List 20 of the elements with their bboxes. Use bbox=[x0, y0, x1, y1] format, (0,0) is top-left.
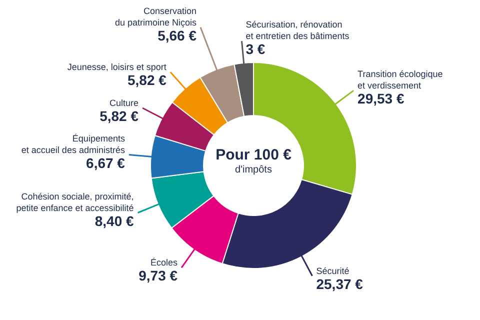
slice-label: Cohésion sociale, proximité, petite enfance et accessibilité bbox=[16, 191, 134, 213]
data-label: 8,40 € bbox=[94, 212, 134, 229]
data-label: 29,53 € bbox=[358, 90, 404, 107]
data-label: 6,67 € bbox=[86, 154, 126, 171]
slice-label: Sécurité bbox=[316, 266, 350, 276]
slice-label: Sécurisation, rénovation et entretien des bâtiments bbox=[246, 20, 350, 42]
data-label: 9,73 € bbox=[138, 268, 178, 284]
data-label: 3 € bbox=[246, 41, 266, 58]
slice-label: Écoles bbox=[150, 258, 178, 268]
slice-label: Culture bbox=[110, 98, 139, 108]
text: d'impôts bbox=[235, 164, 272, 176]
data-label: 5,82 € bbox=[100, 108, 139, 124]
data-label: 5,82 € bbox=[128, 72, 167, 88]
slice-label: Transition écologique et verdissement bbox=[358, 69, 443, 91]
slice-label: Conservation du patrimoine Niçois bbox=[114, 6, 197, 28]
slice-label: Jeunesse, loisirs et sport bbox=[67, 62, 167, 72]
data-label: 25,37 € bbox=[316, 276, 364, 292]
slice-label: Équipements et accueil des administrés bbox=[21, 133, 126, 155]
data-label: 5,66 € bbox=[158, 27, 197, 44]
text: Pour 100 € bbox=[216, 146, 292, 164]
